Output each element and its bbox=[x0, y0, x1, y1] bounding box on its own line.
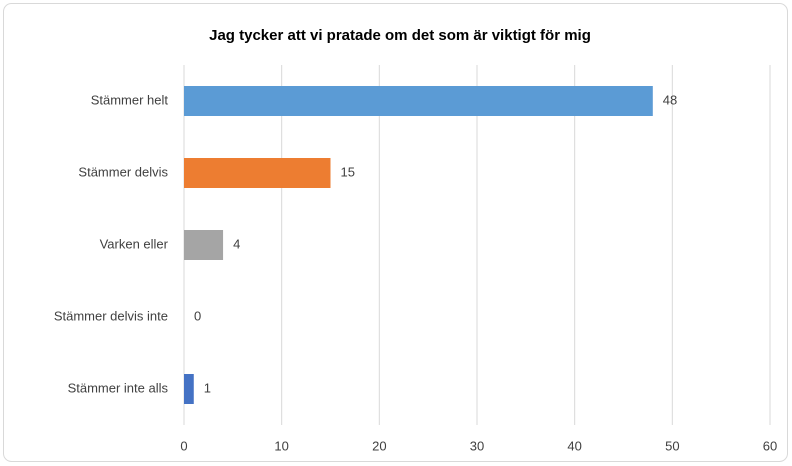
x-tick-label: 30 bbox=[470, 438, 484, 453]
bar bbox=[184, 158, 331, 188]
chart-border bbox=[3, 3, 788, 462]
data-label: 4 bbox=[233, 236, 240, 251]
data-label: 1 bbox=[204, 380, 211, 395]
x-tick-label: 20 bbox=[372, 438, 386, 453]
x-tick-label: 0 bbox=[180, 438, 187, 453]
x-tick-label: 40 bbox=[567, 438, 581, 453]
y-tick-label: Stämmer helt bbox=[91, 92, 169, 107]
x-tick-label: 50 bbox=[665, 438, 679, 453]
data-label: 15 bbox=[341, 164, 355, 179]
x-tick-label: 60 bbox=[763, 438, 777, 453]
y-tick-label: Stämmer delvis bbox=[78, 164, 168, 179]
y-tick-label: Stämmer delvis inte bbox=[54, 308, 168, 323]
bar bbox=[184, 230, 224, 260]
x-tick-label: 10 bbox=[274, 438, 288, 453]
data-label: 0 bbox=[194, 308, 201, 323]
y-tick-label: Stämmer inte alls bbox=[68, 380, 169, 395]
bar bbox=[184, 374, 194, 404]
data-label: 48 bbox=[663, 92, 677, 107]
y-tick-label: Varken eller bbox=[100, 236, 169, 251]
bar bbox=[184, 86, 653, 116]
chart-title: Jag tycker att vi pratade om det som är … bbox=[209, 27, 591, 44]
